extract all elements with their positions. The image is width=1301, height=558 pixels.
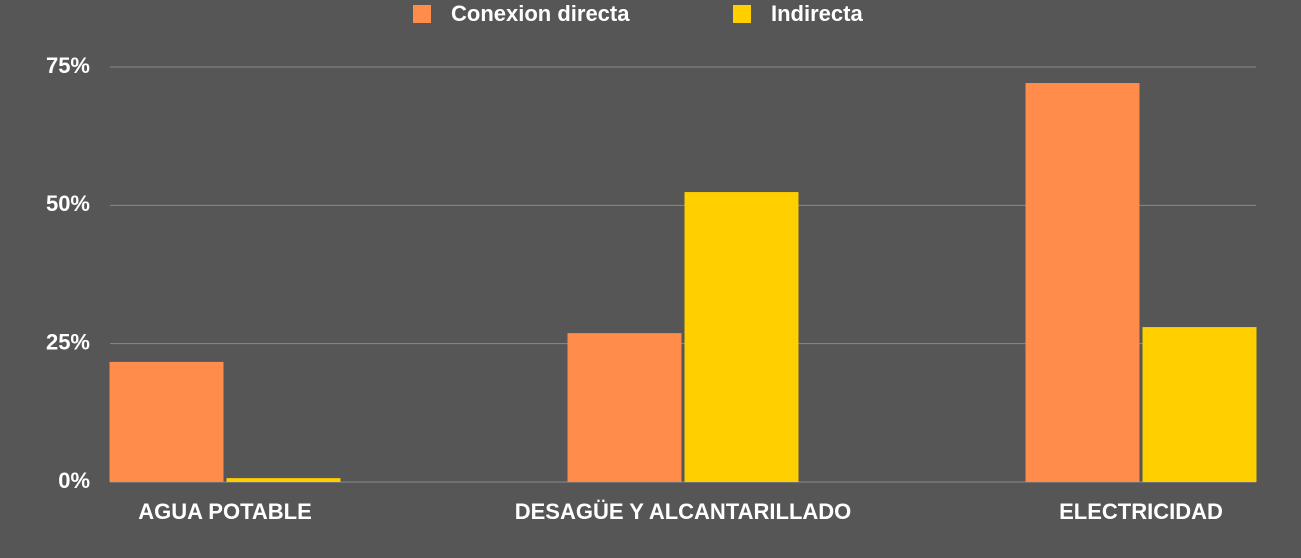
legend-label: Conexion directa — [451, 1, 630, 26]
legend-swatch — [733, 5, 751, 23]
x-tick-label: DESAGÜE Y ALCANTARILLADO — [515, 499, 852, 524]
y-tick-label: 75% — [46, 53, 90, 78]
bar — [1025, 83, 1140, 483]
bar — [226, 478, 341, 482]
bar — [684, 192, 799, 482]
y-tick-label: 0% — [58, 468, 90, 493]
legend-label: Indirecta — [771, 1, 863, 26]
y-tick-label: 25% — [46, 329, 90, 354]
x-tick-label: AGUA POTABLE — [138, 499, 312, 524]
y-tick-label: 50% — [46, 191, 90, 216]
bar — [567, 333, 682, 482]
x-tick-label: ELECTRICIDAD — [1059, 499, 1223, 524]
legend-swatch — [413, 5, 431, 23]
bar — [109, 361, 224, 482]
bar — [1142, 327, 1257, 482]
